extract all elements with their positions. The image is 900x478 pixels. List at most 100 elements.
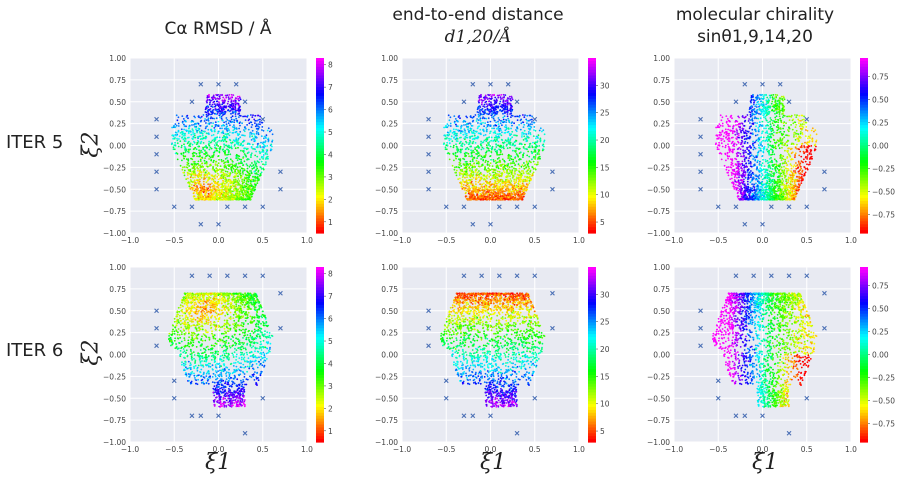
scatter-point (202, 137, 205, 139)
scatter-point (521, 132, 523, 134)
scatter-point (242, 170, 245, 172)
scatter-point (454, 118, 457, 120)
scatter-point (456, 133, 458, 135)
scatter-point (195, 128, 197, 131)
scatter-point (477, 105, 480, 108)
y-tick-label: 0.00 (381, 142, 398, 151)
scatter-point (464, 155, 466, 158)
scatter-point (217, 130, 220, 133)
scatter-point (483, 125, 485, 128)
scatter-point (188, 125, 191, 128)
scatter-point (456, 155, 459, 158)
scatter-point (526, 162, 528, 164)
scatter-point (259, 173, 262, 175)
scatter-point (186, 171, 189, 174)
scatter-point (235, 97, 237, 100)
scatter-point (504, 100, 507, 102)
scatter-point (517, 155, 520, 158)
scatter-point (202, 130, 205, 133)
scatter-point (461, 188, 464, 190)
scatter-point (229, 185, 232, 188)
scatter-point (516, 186, 518, 188)
scatter-point (205, 187, 208, 189)
scatter-point (244, 115, 247, 118)
scatter-point (526, 186, 528, 189)
scatter-point (451, 164, 454, 167)
scatter-point (509, 182, 512, 184)
scatter-point (487, 194, 490, 197)
scatter-point (245, 163, 248, 166)
scatter-point (183, 134, 185, 137)
scatter-point (483, 182, 485, 185)
scatter-point (501, 174, 503, 176)
scatter-point (223, 127, 226, 130)
scatter-point (211, 188, 214, 191)
scatter-point (211, 130, 213, 133)
scatter-point (216, 182, 219, 185)
scatter-point (206, 180, 209, 182)
scatter-point (220, 140, 223, 142)
scatter-point (239, 165, 241, 168)
scatter-point (509, 109, 512, 111)
scatter-point (197, 192, 200, 194)
scatter-point (245, 155, 248, 158)
scatter-point (477, 162, 480, 165)
scatter-point (207, 187, 210, 190)
scatter-point (486, 121, 489, 124)
scatter-point (202, 166, 204, 168)
scatter-point (522, 156, 524, 159)
scatter-point (218, 98, 221, 100)
scatter-point (232, 190, 234, 193)
scatter-point (241, 182, 244, 185)
scatter-point (464, 131, 466, 134)
scatter-point (725, 168, 728, 171)
scatter-point (510, 158, 513, 161)
scatter-point (509, 162, 512, 165)
scatter-point (507, 187, 509, 190)
scatter-point (243, 153, 246, 155)
scatter-point (238, 173, 241, 175)
scatter-point (202, 142, 205, 144)
scatter-point (212, 194, 215, 196)
scatter-point (233, 124, 235, 126)
scatter-point (724, 144, 727, 147)
scatter-point (217, 180, 220, 183)
scatter-point (482, 141, 485, 143)
scatter-point (215, 109, 218, 111)
scatter-point (210, 113, 213, 116)
scatter-point (499, 96, 502, 99)
scatter-point (497, 135, 500, 138)
scatter-point (510, 180, 513, 182)
scatter-point (252, 178, 255, 181)
scatter-point (211, 96, 214, 98)
scatter-point (213, 181, 216, 184)
scatter-point (226, 193, 229, 196)
scatter-point (511, 165, 513, 168)
scatter-point (784, 167, 787, 170)
scatter-point (524, 148, 526, 150)
scatter-point (239, 174, 242, 177)
scatter-point (480, 133, 482, 136)
scatter-point (496, 182, 499, 185)
scatter-point (452, 144, 455, 147)
scatter-point (762, 168, 765, 171)
scatter-point (494, 148, 496, 151)
scatter-point (240, 167, 243, 170)
scatter-point (217, 104, 219, 107)
scatter-point (218, 148, 221, 151)
scatter-point (250, 139, 253, 141)
scatter-point (197, 198, 200, 201)
scatter-point (504, 184, 506, 186)
scatter-point (229, 182, 232, 185)
scatter-point (474, 188, 476, 191)
scatter-point (727, 143, 729, 146)
scatter-point (482, 194, 485, 197)
scatter-point (506, 147, 509, 150)
scatter-point (230, 118, 233, 121)
scatter-point (227, 161, 230, 164)
scatter-point (234, 143, 236, 146)
scatter-point (526, 148, 528, 151)
scatter-point (267, 127, 270, 130)
scatter-point (211, 182, 213, 185)
